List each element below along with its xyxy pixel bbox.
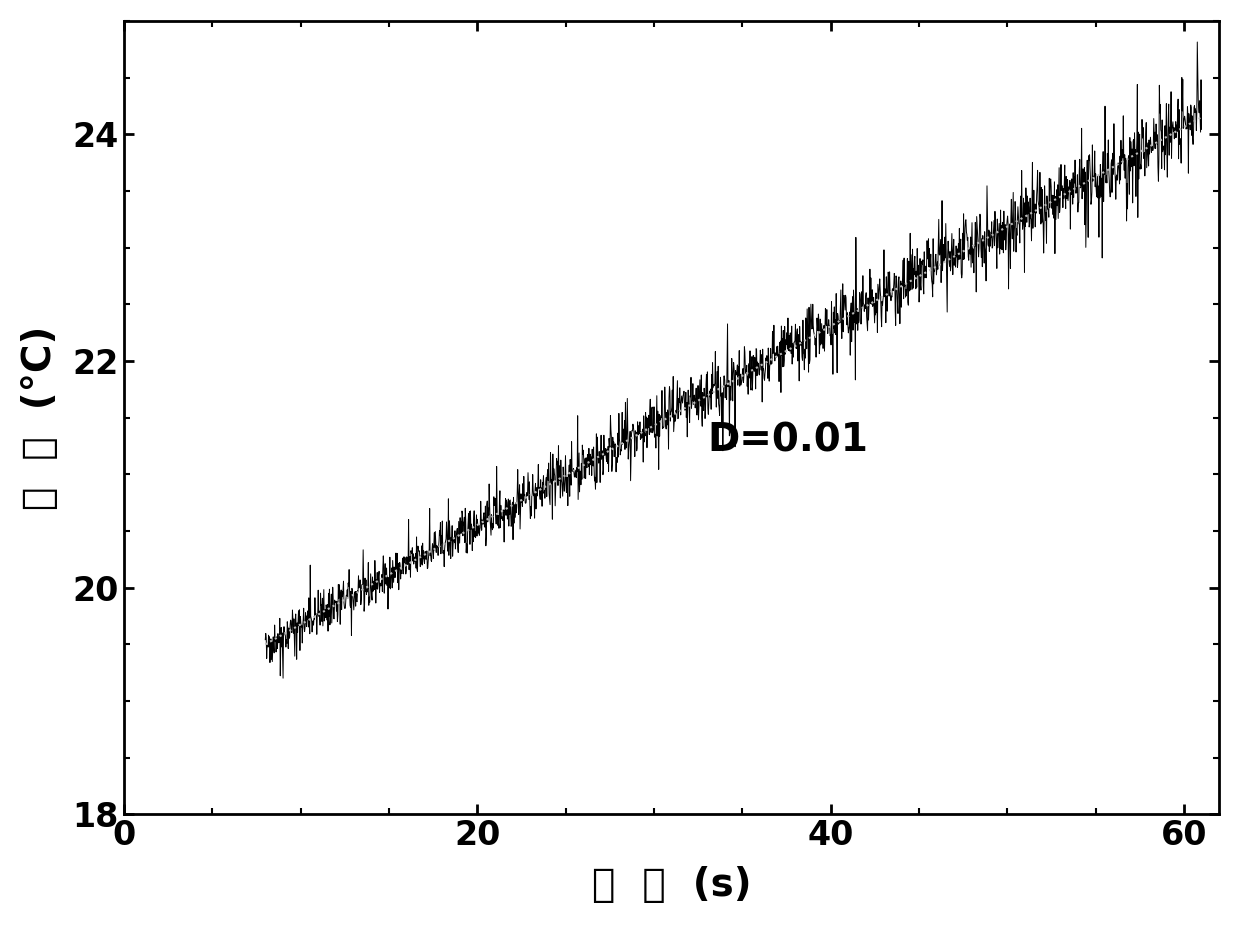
Text: D=0.01: D=0.01 xyxy=(707,422,868,460)
Y-axis label: 温  度  (°C): 温 度 (°C) xyxy=(21,326,58,510)
X-axis label: 时  间  (s): 时 间 (s) xyxy=(591,866,751,904)
